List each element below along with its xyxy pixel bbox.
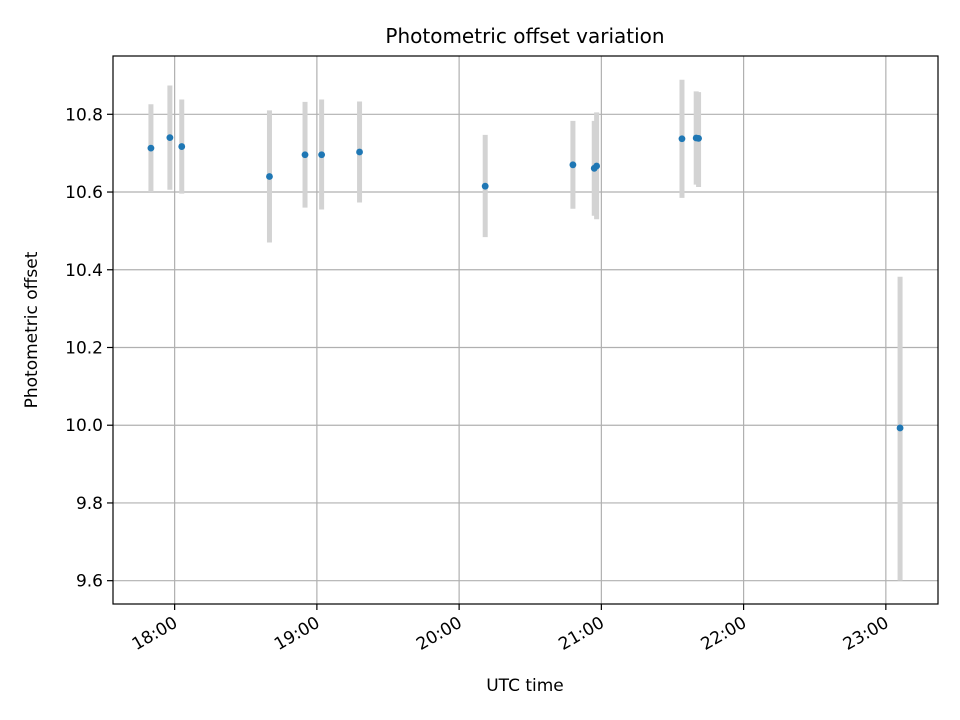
- y-tick-label: 10.8: [65, 105, 103, 125]
- data-point: [301, 151, 309, 159]
- data-point: [695, 134, 702, 142]
- y-tick-label: 10.0: [65, 416, 103, 436]
- y-axis-label: Photometric offset: [22, 251, 42, 408]
- data-point: [166, 134, 174, 142]
- grid: [113, 56, 938, 604]
- data-point: [266, 173, 273, 180]
- data-point: [569, 161, 577, 169]
- y-tick-label: 9.8: [76, 494, 103, 514]
- data-point: [356, 148, 363, 156]
- y-tick-label: 10.2: [65, 338, 103, 358]
- y-tick-label: 10.6: [65, 183, 103, 203]
- data-point: [481, 182, 489, 190]
- x-axis-label: UTC time: [486, 676, 564, 696]
- data-point: [178, 143, 186, 150]
- y-tick-label: 9.6: [76, 572, 103, 592]
- chart-title: Photometric offset variation: [385, 24, 664, 48]
- data-point: [896, 424, 904, 432]
- y-tick-label: 10.4: [65, 261, 103, 281]
- data-point: [593, 162, 601, 170]
- plot-frame: [112, 55, 939, 605]
- data-point: [147, 144, 155, 152]
- data-points: [147, 134, 904, 432]
- data-point: [318, 151, 326, 159]
- data-point: [678, 135, 686, 143]
